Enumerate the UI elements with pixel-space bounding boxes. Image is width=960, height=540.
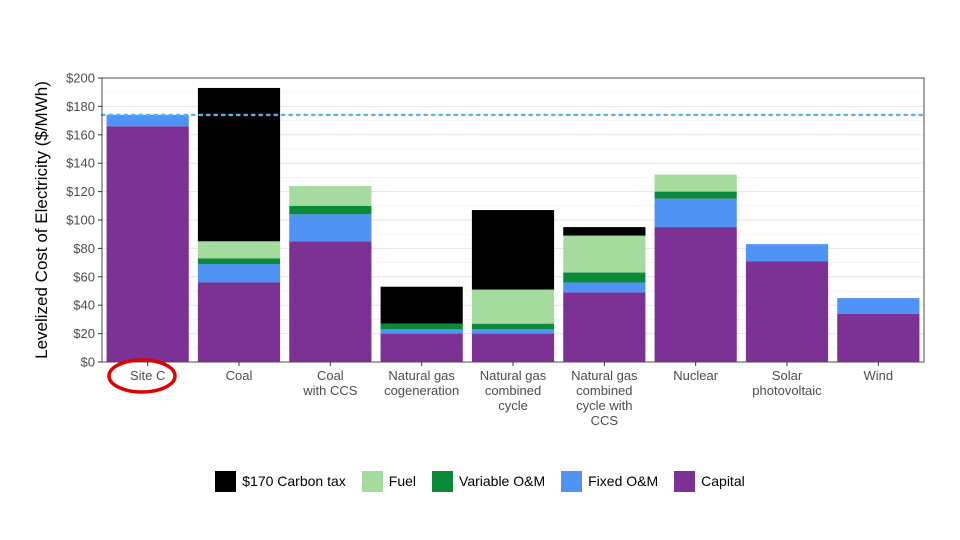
legend-swatch [561,470,583,492]
bar-segment [745,244,829,262]
y-tick-label: $100 [66,213,95,228]
y-tick-label: $0 [81,355,95,370]
x-tick-labels: Site C Coal Coal with CCS Natural gas cogener… [130,362,893,428]
bar-segment [289,205,372,215]
x-tick-label: Coal with CCS [302,368,358,398]
legend-swatch [361,470,383,492]
legend-label: Capital [701,473,745,489]
legend-label: Fixed O&M [588,473,659,489]
x-tick-label: Natural gas combined cycle [480,368,547,413]
bar-segment [106,126,189,362]
bar-segment [563,282,646,293]
x-tick-label: Site C [130,368,165,383]
site-c-highlight-circle [107,358,177,394]
y-tick-label: $200 [66,71,95,86]
bar-segment [380,333,463,362]
x-tick-label: Wind [864,368,894,383]
y-tick-label: $20 [73,326,95,341]
bar-segment [654,191,737,199]
y-tick-label: $40 [73,298,95,313]
bar-segment [563,292,646,362]
bar-segment [471,289,555,324]
legend-label: Variable O&M [459,473,546,489]
y-tick-label: $80 [73,241,95,256]
bar-segment [563,235,646,273]
bar-segment [197,241,281,259]
bar-segment [197,264,281,283]
legend-item: Fixed O&M [561,470,659,492]
x-tick-label: Natural gas cogeneration [384,368,459,398]
bars [106,87,920,362]
legend-item: Fuel [361,470,417,492]
legend-item: Capital [674,470,745,492]
legend-item: $170 Carbon tax [215,470,346,492]
bar-segment [289,214,372,242]
bar-segment [471,329,555,334]
bar-segment [654,198,737,228]
y-tick-label: $180 [66,99,95,114]
legend: $170 Carbon tax Fuel Variable O&M Fixed O&M… [0,468,960,494]
x-tick-label: Coal [226,368,253,383]
y-axis-label: Levelized Cost of Electricity ($/MWh) [32,81,51,359]
stacked-bar-chart: $0 $20 $40 $60 $80 $100 $120 $140 $160 $180 $200 S… [32,71,926,428]
bar-segment [745,261,829,362]
y-tick-label: $60 [73,269,95,284]
bar-segment [197,87,281,242]
bar-segment [654,174,737,192]
bar-segment [563,272,646,283]
bar-segment [197,282,281,362]
legend-swatch [432,470,454,492]
y-tick-label: $120 [66,184,95,199]
legend-label: $170 Carbon tax [242,473,346,489]
bar-segment [563,227,646,236]
bar-segment [106,114,189,127]
x-tick-label: Nuclear [673,368,718,383]
y-tick-label: $140 [66,156,95,171]
bar-segment [289,185,372,206]
legend-label: Fuel [388,473,417,489]
bar-segment [380,329,463,334]
bar-segment [837,298,920,314]
bar-segment [471,333,555,362]
bar-segment [471,323,555,330]
bar-segment [380,323,463,330]
x-tick-label: Natural gas combined cycle with CCS [571,368,638,428]
x-tick-label: Solar photovoltaic [752,368,822,398]
bar-segment [197,258,281,265]
bar-segment [471,210,555,290]
bar-segment [654,227,737,362]
legend-swatch [674,470,696,492]
legend-swatch [215,470,237,492]
bar-segment [837,313,920,362]
bar-segment [380,286,463,324]
y-tick-label: $160 [66,127,95,142]
legend-item: Variable O&M [432,470,546,492]
bar-segment [289,241,372,362]
